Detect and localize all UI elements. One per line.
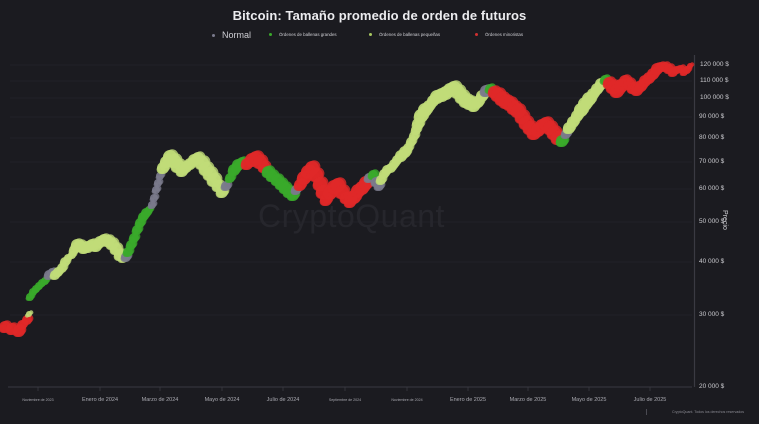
data-point — [690, 62, 695, 67]
data-point — [672, 69, 678, 74]
data-point — [405, 140, 413, 148]
data-point — [67, 254, 73, 259]
y-tick-label: 40 000 $ — [699, 258, 725, 265]
x-tick-label: Mayo de 2025 — [571, 397, 607, 403]
data-point — [125, 243, 133, 251]
data-point — [149, 197, 155, 203]
data-point — [560, 132, 568, 140]
x-tick-label: Julio de 2025 — [633, 397, 667, 403]
data-point — [59, 260, 67, 267]
data-point — [128, 236, 136, 244]
data-point — [134, 221, 142, 229]
data-point — [29, 310, 34, 315]
y-tick-label: 90 000 $ — [699, 113, 725, 120]
data-point — [31, 288, 37, 293]
legend-item[interactable]: Normal — [212, 30, 251, 40]
data-point — [686, 65, 690, 70]
data-point — [411, 121, 421, 130]
data-point — [5, 326, 15, 335]
data-point — [682, 69, 688, 74]
data-point — [147, 204, 153, 210]
data-point — [40, 280, 46, 285]
x-tick-label: Enero de 2024 — [81, 397, 119, 403]
legend-marker-icon — [269, 33, 272, 36]
legend-item[interactable]: Órdenes de ballenas pequeñas — [369, 32, 440, 37]
x-tick-label: Marzo de 2024 — [141, 397, 179, 403]
data-point — [122, 250, 130, 257]
data-point — [153, 182, 159, 188]
footer-separator — [646, 409, 647, 415]
y-axis-title: Precio — [721, 210, 728, 230]
legend-label: Órdenes de ballenas pequeñas — [379, 32, 441, 37]
legend-label: Normal — [222, 30, 252, 40]
data-point — [131, 228, 139, 236]
data-point — [155, 175, 161, 181]
legend-label: Órdenes minoristas — [485, 32, 524, 37]
legend-marker-icon — [475, 33, 478, 36]
data-point — [220, 184, 228, 192]
data-point — [56, 266, 64, 273]
data-point — [215, 189, 225, 199]
data-point — [34, 285, 40, 290]
legend-marker-icon — [212, 33, 215, 37]
data-point — [25, 296, 31, 301]
x-tick-label: Enero de 2025 — [449, 397, 487, 403]
data-point — [28, 291, 34, 296]
chart-title: Bitcoin: Tamaño promedio de orden de fut… — [232, 8, 527, 23]
data-point — [144, 209, 150, 215]
y-tick-label: 100 000 $ — [700, 94, 729, 101]
data-point — [555, 138, 565, 148]
y-tick-label: 80 000 $ — [699, 134, 725, 141]
y-tick-label: 60 000 $ — [699, 185, 725, 192]
data-point — [373, 184, 381, 192]
data-point — [408, 134, 416, 142]
data-point — [25, 313, 29, 318]
data-point — [21, 318, 29, 325]
legend-item[interactable]: Órdenes minoristas — [475, 32, 523, 37]
data-point — [375, 178, 383, 186]
y-tick-label: 110 000 $ — [700, 77, 729, 84]
y-tick-label: 120 000 $ — [700, 61, 729, 68]
data-point — [153, 193, 160, 200]
chart-legend: Normal Órdenes de ballenas grandes Órdenes… — [0, 30, 759, 44]
y-tick-label: 20 000 $ — [699, 383, 725, 390]
scatter-series — [0, 61, 695, 337]
data-point — [224, 176, 232, 184]
data-point — [63, 257, 69, 262]
x-tick-label: Noviembre de 2023 — [22, 398, 54, 402]
data-point — [151, 189, 157, 195]
x-tick-label: Septiembre de 2024 — [328, 398, 362, 402]
x-tick-label: Noviembre de 2024 — [391, 398, 423, 402]
legend-label: Órdenes de ballenas grandes — [279, 32, 337, 37]
x-tick-label: Marzo de 2025 — [509, 397, 547, 403]
data-point — [0, 324, 8, 333]
legend-marker-icon — [369, 33, 372, 36]
y-tick-label: 70 000 $ — [699, 158, 725, 165]
y-tick-label: 30 000 $ — [699, 311, 725, 318]
data-point — [16, 323, 24, 330]
x-tick-label: Mayo de 2024 — [204, 397, 240, 403]
data-point — [402, 146, 410, 154]
x-tick-label: Julio de 2024 — [266, 397, 300, 403]
y-tick-label: 50 000 $ — [699, 218, 725, 225]
legend-item[interactable]: Órdenes de ballenas grandes — [269, 32, 337, 37]
data-point — [12, 328, 22, 337]
footer-copyright: CryptoQuant. Todos los derechos reservad… — [672, 410, 745, 414]
